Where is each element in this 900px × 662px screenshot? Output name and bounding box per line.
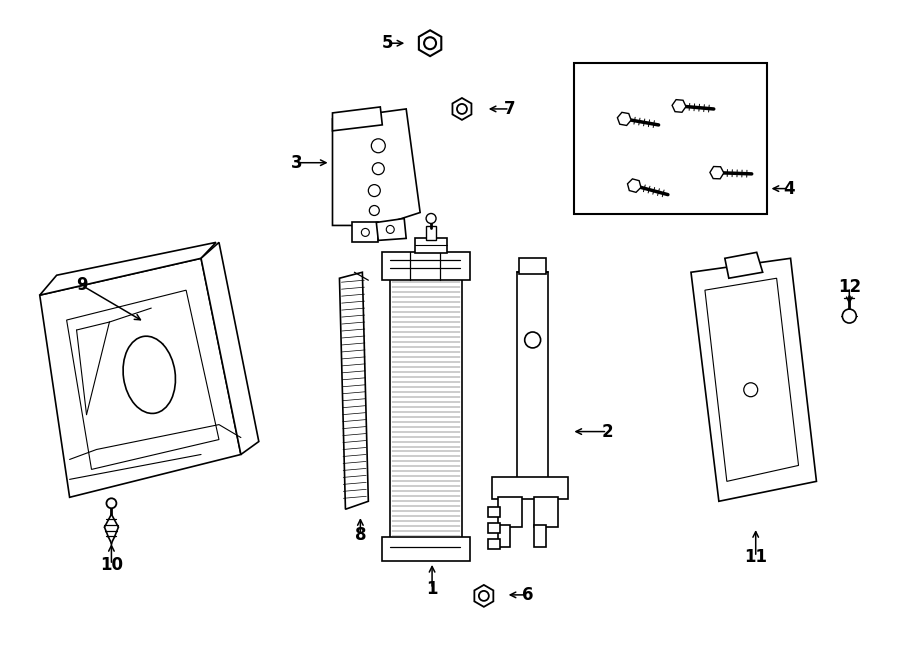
Text: 9: 9 [76,276,87,294]
Polygon shape [131,344,166,373]
Polygon shape [534,497,557,527]
Polygon shape [40,242,216,295]
Circle shape [386,226,394,234]
Polygon shape [376,218,406,240]
Polygon shape [517,272,547,497]
Polygon shape [474,585,493,607]
Polygon shape [201,242,259,455]
Polygon shape [498,497,522,527]
Polygon shape [672,99,686,113]
Text: 3: 3 [291,154,302,171]
Polygon shape [488,523,500,533]
Polygon shape [710,167,724,179]
Polygon shape [426,226,436,240]
Polygon shape [382,252,470,280]
Circle shape [424,37,436,49]
Polygon shape [339,272,368,509]
Text: 1: 1 [427,580,437,598]
Text: 5: 5 [382,34,393,52]
Ellipse shape [123,336,176,414]
Circle shape [479,591,489,601]
Polygon shape [453,98,472,120]
Text: 8: 8 [355,526,366,544]
Polygon shape [498,525,509,547]
Polygon shape [627,179,641,193]
Polygon shape [491,477,568,499]
Circle shape [106,498,116,508]
Circle shape [373,163,384,175]
Polygon shape [332,109,420,240]
Text: 6: 6 [522,586,534,604]
Polygon shape [705,278,798,481]
Polygon shape [691,258,816,501]
Polygon shape [617,113,631,125]
Polygon shape [488,507,500,517]
Polygon shape [415,238,447,254]
Polygon shape [40,258,241,497]
Circle shape [426,214,436,224]
Text: 12: 12 [838,278,861,296]
Circle shape [372,139,385,153]
Circle shape [743,383,758,397]
Circle shape [457,104,467,114]
Polygon shape [518,258,545,274]
Text: 11: 11 [744,548,767,566]
Polygon shape [391,278,462,539]
Circle shape [362,228,369,236]
Circle shape [525,332,541,348]
Text: 2: 2 [601,422,613,441]
Text: 10: 10 [100,556,123,574]
Polygon shape [332,107,382,131]
Polygon shape [382,537,470,561]
Polygon shape [724,252,762,278]
Text: 7: 7 [504,100,516,118]
Polygon shape [418,30,441,56]
FancyBboxPatch shape [574,63,767,214]
Polygon shape [534,525,545,547]
Polygon shape [67,290,219,469]
Polygon shape [353,222,378,242]
Circle shape [842,309,856,323]
Text: 4: 4 [783,179,795,197]
Circle shape [369,205,379,216]
Polygon shape [488,539,500,549]
Circle shape [368,185,381,197]
